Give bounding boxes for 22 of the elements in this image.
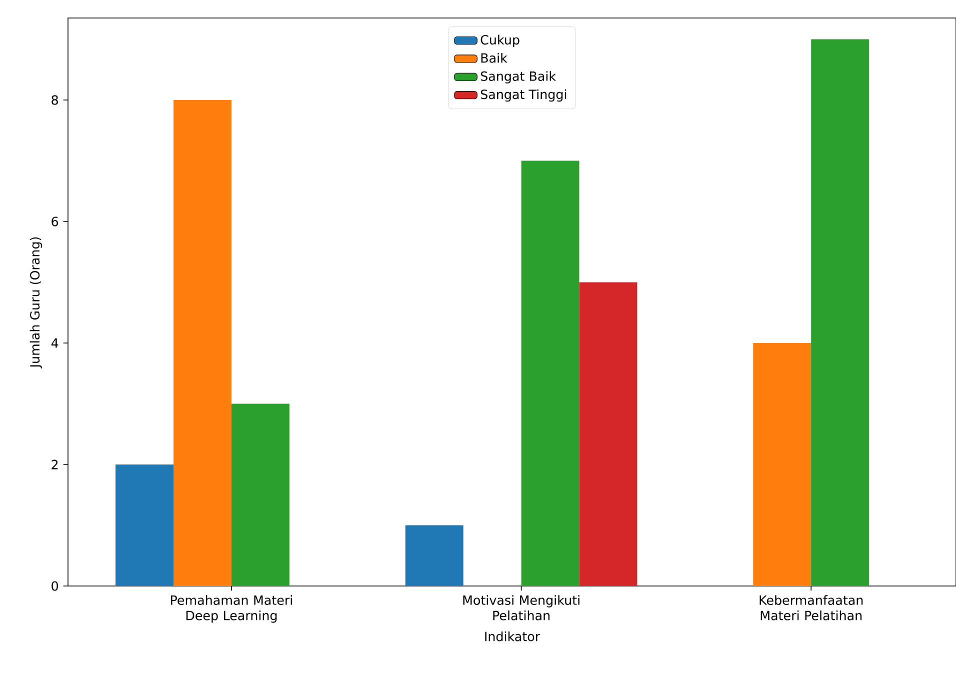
bar bbox=[405, 525, 464, 586]
bar bbox=[173, 100, 232, 586]
legend-label: Sangat Baik bbox=[480, 71, 556, 84]
bar bbox=[579, 282, 638, 586]
bar bbox=[116, 464, 174, 586]
legend-label: Sangat Tinggi bbox=[480, 89, 566, 102]
x-tick-label: Kebermanfaatan Materi Pelatihan bbox=[760, 595, 863, 620]
y-tick-label: 2 bbox=[52, 460, 58, 470]
legend-label: Baik bbox=[481, 52, 508, 63]
legend-label: Cukup bbox=[480, 34, 520, 48]
y-tick-label: 8 bbox=[52, 95, 58, 105]
y-tick-label: 4 bbox=[51, 338, 58, 348]
y-tick-label: 6 bbox=[52, 216, 58, 226]
bar bbox=[521, 160, 580, 586]
x-tick-label: Motivasi Mengikuti Pelatihan bbox=[463, 595, 580, 620]
bar bbox=[231, 404, 290, 586]
x-tick-label: Pemahaman Materi Deep Learning bbox=[170, 595, 292, 623]
bar bbox=[753, 343, 812, 586]
y-tick-label: 0 bbox=[52, 581, 58, 591]
bar bbox=[811, 39, 870, 586]
x-axis-title: Indikator bbox=[485, 631, 540, 642]
y-axis-title: Jumlah Guru (Orang) bbox=[30, 237, 42, 368]
